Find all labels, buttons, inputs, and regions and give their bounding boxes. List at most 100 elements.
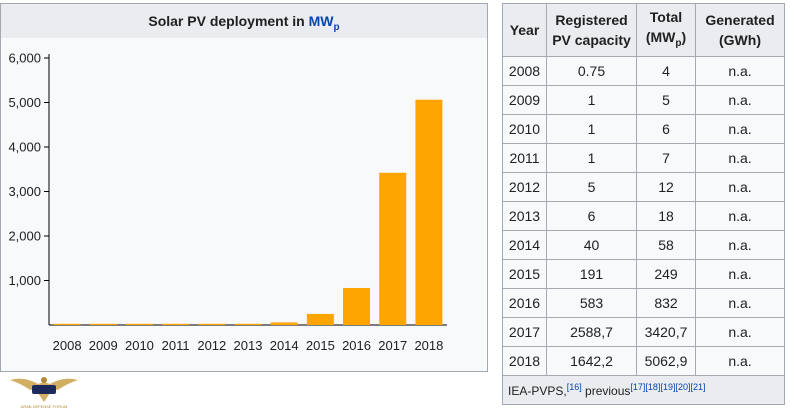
header-generated-line1: Generated <box>705 12 775 28</box>
x-tick-label: 2012 <box>197 338 226 353</box>
y-tick-label: 5,000 <box>8 95 41 110</box>
cell-year: 2008 <box>502 56 547 86</box>
bar-chart: 1,000 2,000 3,000 4,000 5,000 6,000 2008 2009 20… <box>8 51 447 353</box>
x-tick-label: 2014 <box>270 338 299 353</box>
eagle-emblem-icon <box>10 377 78 402</box>
table-header-row: Year Registered PV capacity Total (MWp) Ge… <box>502 3 785 57</box>
cell-total: 4 <box>636 56 696 86</box>
table-row: 2017 2588,7 3420,7 n.a. <box>502 317 785 347</box>
header-total-line1: Total <box>649 8 683 25</box>
cell-total: 5 <box>636 85 696 115</box>
watermark-text: ARAB DEFENSE FORUM <box>20 404 68 409</box>
header-total-line2-post: ) <box>681 28 687 45</box>
header-registered: Registered PV capacity <box>546 3 637 57</box>
source-ref-16[interactable]: [16] <box>566 382 582 392</box>
bar <box>198 323 226 325</box>
cell-generated: n.a. <box>695 114 785 144</box>
cell-generated: n.a. <box>695 317 785 347</box>
bar <box>89 323 117 325</box>
cell-generated: n.a. <box>695 143 785 173</box>
bar <box>125 323 153 325</box>
source-ref-link[interactable]: [19] <box>660 382 676 392</box>
bar <box>270 322 298 325</box>
table-source-row: IEA-PVPS,[16] previous[17][18][19][20][2… <box>502 375 785 405</box>
source-ref-link[interactable]: [17] <box>630 382 646 392</box>
x-tick-label: 2015 <box>306 338 335 353</box>
cell-registered: 0.75 <box>546 56 637 86</box>
x-tick-label: 2011 <box>162 338 190 353</box>
cell-generated: n.a. <box>695 230 785 260</box>
cell-year: 2016 <box>502 288 547 318</box>
header-registered-line2: PV capacity <box>552 32 631 48</box>
bar <box>162 323 190 325</box>
x-tick-label: 2013 <box>234 338 263 353</box>
cell-generated: n.a. <box>695 85 785 115</box>
table-row: 2016 583 832 n.a. <box>502 288 785 318</box>
cell-total: 832 <box>636 288 696 318</box>
table-row: 2013 6 18 n.a. <box>502 201 785 231</box>
cell-registered: 1 <box>546 85 637 115</box>
cell-total: 12 <box>636 172 696 202</box>
table-source-cell: IEA-PVPS,[16] previous[17][18][19][20][2… <box>502 375 785 405</box>
source-refs: [17][18][19][20][21] <box>630 382 705 392</box>
header-generated: Generated (GWh) <box>695 3 785 57</box>
bar <box>379 172 407 325</box>
cell-total: 18 <box>636 201 696 231</box>
x-tick-label: 2008 <box>53 338 82 353</box>
table-row: 2018 1642,2 5062,9 n.a. <box>502 346 785 376</box>
cell-total: 7 <box>636 143 696 173</box>
x-tick-label: 2009 <box>89 338 118 353</box>
table-row: 2012 5 12 n.a. <box>502 172 785 202</box>
y-tick-label: 3,000 <box>8 184 41 199</box>
y-tick-label: 6,000 <box>8 51 41 66</box>
deployment-table: Year Registered PV capacity Total (MWp) Ge… <box>502 3 785 405</box>
cell-generated: n.a. <box>695 201 785 231</box>
source-text-iea: IEA-PVPS, <box>508 384 567 398</box>
cell-registered: 1642,2 <box>546 346 637 376</box>
cell-year: 2009 <box>502 85 547 115</box>
cell-total: 3420,7 <box>636 317 696 347</box>
source-ref-link[interactable]: [18] <box>645 382 661 392</box>
watermark-logo: ARAB DEFENSE FORUM <box>2 372 86 414</box>
bar <box>234 323 262 325</box>
source-ref-link[interactable]: [21] <box>690 382 706 392</box>
x-tick-label: 2010 <box>125 338 154 353</box>
chart-title-link-sub: p <box>333 21 340 33</box>
x-tick-label: 2017 <box>378 338 407 353</box>
cell-year: 2013 <box>502 201 547 231</box>
header-total-line2-sub: p <box>675 37 682 49</box>
x-tick-label: 2016 <box>342 338 371 353</box>
y-tick-label: 4,000 <box>8 140 41 155</box>
bar <box>343 287 371 325</box>
bar <box>53 323 81 325</box>
cell-year: 2018 <box>502 346 547 376</box>
y-tick-label: 1,000 <box>8 273 41 288</box>
cell-total: 5062,9 <box>636 346 696 376</box>
header-generated-line2: (GWh) <box>719 32 761 48</box>
cell-generated: n.a. <box>695 259 785 289</box>
source-ref-link[interactable]: [20] <box>675 382 691 392</box>
cell-registered: 1 <box>546 143 637 173</box>
cell-registered: 2588,7 <box>546 317 637 347</box>
header-year: Year <box>502 3 547 57</box>
cell-registered: 1 <box>546 114 637 144</box>
header-total: Total (MWp) <box>636 3 696 57</box>
table-body: 2008 0.75 4 n.a. 2009 1 5 n.a. 2010 1 6 n.a. 2011 1 7 n… <box>502 56 785 376</box>
cell-registered: 5 <box>546 172 637 202</box>
table-row: 2014 40 58 n.a. <box>502 230 785 260</box>
bar <box>415 99 443 325</box>
cell-total: 6 <box>636 114 696 144</box>
cell-generated: n.a. <box>695 56 785 86</box>
table-row: 2008 0.75 4 n.a. <box>502 56 785 86</box>
header-year-text: Year <box>509 22 540 38</box>
cell-generated: n.a. <box>695 288 785 318</box>
cell-generated: n.a. <box>695 172 785 202</box>
cell-year: 2017 <box>502 317 547 347</box>
cell-total: 58 <box>636 230 696 260</box>
chart-title-link[interactable]: MWp <box>309 13 340 33</box>
header-registered-line1: Registered <box>555 12 628 28</box>
cell-registered: 583 <box>546 288 637 318</box>
x-tick-label: 2018 <box>414 338 443 353</box>
cell-year: 2012 <box>502 172 547 202</box>
cell-year: 2015 <box>502 259 547 289</box>
